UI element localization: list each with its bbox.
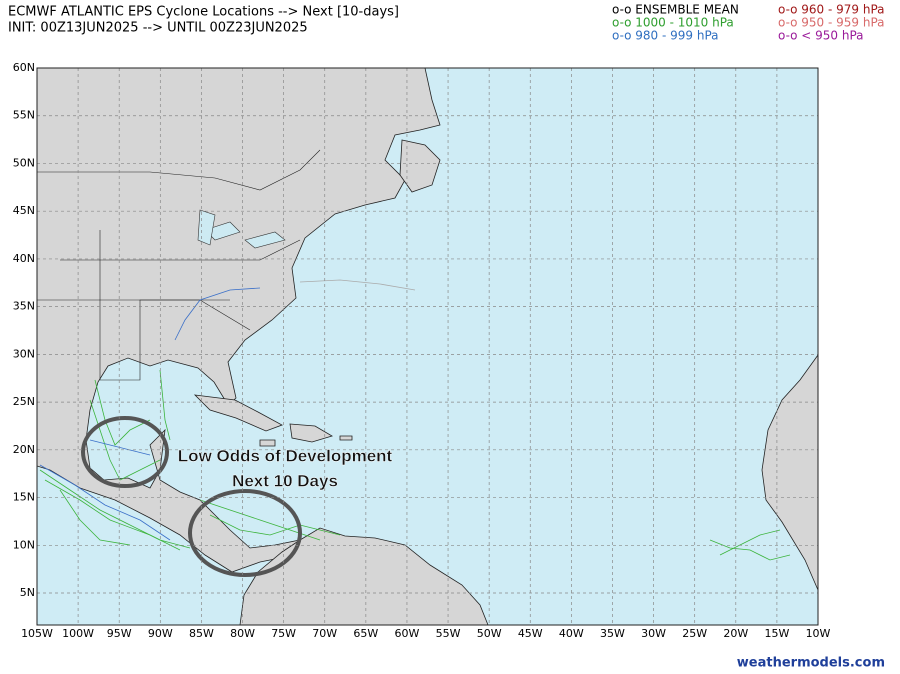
lon-tick-label: 90W xyxy=(148,627,173,640)
legend-entry: o-o 960 - 979 hPa xyxy=(778,3,885,17)
title: ECMWF ATLANTIC EPS Cyclone Locations -->… xyxy=(8,5,399,20)
lat-tick-label: 60N xyxy=(13,61,35,74)
legend-entry: o-o ENSEMBLE MEAN xyxy=(612,3,739,17)
lon-tick-label: 40W xyxy=(559,627,584,640)
source: weathermodels.com xyxy=(737,656,885,671)
highlight-circle xyxy=(188,489,302,577)
legend-entry: o-o < 950 hPa xyxy=(778,29,864,43)
lon-tick-label: 80W xyxy=(230,627,255,640)
legend-entry: o-o 980 - 999 hPa xyxy=(612,29,719,43)
lat-tick-label: 10N xyxy=(13,538,35,551)
lon-tick-label: 20W xyxy=(723,627,748,640)
lon-tick-label: 105W xyxy=(21,627,53,640)
legend-entry: o-o 1000 - 1010 hPa xyxy=(612,16,734,30)
lat-tick-label: 25N xyxy=(13,395,35,408)
lon-tick-label: 35W xyxy=(600,627,625,640)
lon-tick-label: 30W xyxy=(641,627,666,640)
lat-tick-label: 40N xyxy=(13,252,35,265)
lat-tick-label: 50N xyxy=(13,156,35,169)
ensemble-tracks xyxy=(39,279,791,561)
lon-tick-label: 45W xyxy=(518,627,543,640)
lat-tick-label: 30N xyxy=(13,347,35,360)
lon-tick-label: 50W xyxy=(477,627,502,640)
lon-tick-label: 65W xyxy=(353,627,378,640)
map-frame xyxy=(36,67,819,626)
lon-tick-label: 100W xyxy=(62,627,94,640)
lat-tick-label: 15N xyxy=(13,491,35,504)
lon-tick-label: 15W xyxy=(764,627,789,640)
lon-tick-label: 10W xyxy=(806,627,831,640)
lat-tick-label: 55N xyxy=(13,109,35,122)
lat-tick-label: 5N xyxy=(20,586,35,599)
land xyxy=(36,67,819,626)
lat-tick-label: 35N xyxy=(13,300,35,313)
subtitle: INIT: 00Z13JUN2025 --> UNTIL 00Z23JUN202… xyxy=(8,21,308,36)
legend-entry: o-o 950 - 959 hPa xyxy=(778,16,885,30)
lon-tick-label: 70W xyxy=(312,627,337,640)
lon-tick-label: 75W xyxy=(271,627,296,640)
annotation: Next 10 Days xyxy=(232,471,338,490)
lat-tick-label: 45N xyxy=(13,204,35,217)
lon-tick-label: 55W xyxy=(436,627,461,640)
highlight-circle xyxy=(81,416,169,488)
annotation: Low Odds of Development xyxy=(178,446,393,465)
lon-tick-label: 25W xyxy=(682,627,707,640)
lon-tick-label: 95W xyxy=(107,627,132,640)
graticule xyxy=(36,67,819,625)
lat-tick-label: 20N xyxy=(13,443,35,456)
lon-tick-label: 60W xyxy=(395,627,420,640)
lon-tick-label: 85W xyxy=(189,627,214,640)
